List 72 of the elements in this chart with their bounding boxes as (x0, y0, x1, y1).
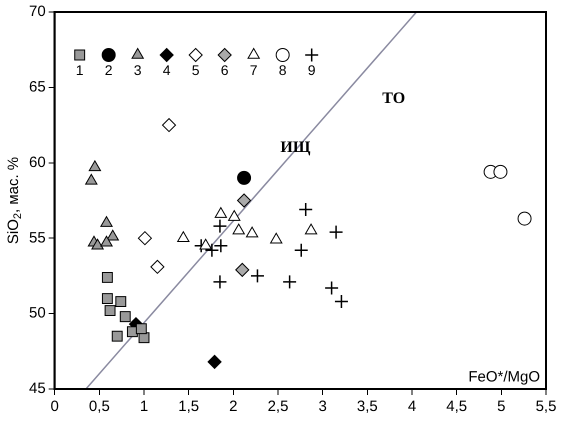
point (232, 224, 245, 234)
point (106, 230, 119, 240)
point (282, 274, 297, 290)
point (120, 311, 131, 322)
y-tick-label: 55 (28, 229, 46, 246)
point (298, 202, 313, 217)
y-axis-title: SiO2, мас. % (5, 156, 24, 244)
point (235, 262, 250, 277)
y-tick-label: 60 (28, 154, 46, 171)
annotation: ИЩ (280, 138, 311, 156)
legend-label: 6 (220, 62, 229, 78)
x-tick-label: 4,5 (446, 398, 468, 416)
y-tick-label: 70 (28, 3, 46, 20)
point (177, 231, 190, 242)
y-tick-label: 50 (28, 304, 46, 322)
annotation: ТО (382, 90, 406, 107)
point (100, 236, 113, 246)
legend-label: 9 (308, 62, 316, 78)
point (328, 224, 344, 240)
point (150, 260, 164, 274)
point (102, 293, 113, 304)
point (204, 243, 220, 258)
y-tick-label: 45 (28, 380, 46, 398)
point (214, 207, 227, 218)
legend-label: 2 (104, 62, 113, 78)
point (294, 243, 308, 258)
x-tick-label: 3 (318, 398, 327, 416)
point (162, 118, 176, 132)
legend-label: 8 (278, 62, 287, 78)
point (112, 330, 123, 342)
point (237, 170, 252, 185)
x-tick-label: 5,5 (536, 398, 556, 416)
point (104, 305, 116, 316)
point (237, 194, 252, 208)
point (493, 164, 508, 179)
point (88, 160, 102, 172)
point (518, 212, 532, 226)
point (136, 323, 147, 334)
x-axis-title: FeO*/MgO (468, 368, 540, 386)
x-tick-label: 4 (408, 398, 416, 416)
x-tick-label: 2,5 (268, 398, 288, 416)
point (324, 280, 339, 296)
x-tick-label: 0 (50, 398, 59, 416)
legend-label: 4 (162, 62, 171, 78)
point (228, 210, 240, 221)
x-tick-label: 3,5 (356, 398, 378, 416)
point (270, 232, 282, 244)
point (246, 226, 258, 238)
point (212, 274, 228, 290)
x-tick-label: 1 (140, 398, 148, 416)
point (212, 218, 228, 234)
point (85, 174, 98, 185)
point (115, 296, 126, 307)
point (138, 231, 152, 246)
point (200, 238, 212, 250)
x-tick-label: 2 (229, 398, 238, 416)
point (91, 238, 104, 250)
legend-label: 3 (134, 62, 142, 78)
y-tick-label: 65 (28, 78, 46, 96)
point (214, 238, 228, 253)
x-tick-label: 0,5 (88, 398, 110, 416)
point (102, 272, 113, 283)
x-tick-label: 5 (497, 398, 506, 416)
point (334, 294, 349, 309)
legend-label: 5 (192, 62, 200, 78)
legend-label: 1 (76, 62, 84, 78)
legend-label: 7 (250, 62, 258, 78)
point (208, 354, 222, 369)
x-tick-label: 1,5 (178, 398, 200, 416)
point (100, 216, 113, 227)
point (250, 268, 265, 284)
point (304, 224, 318, 234)
